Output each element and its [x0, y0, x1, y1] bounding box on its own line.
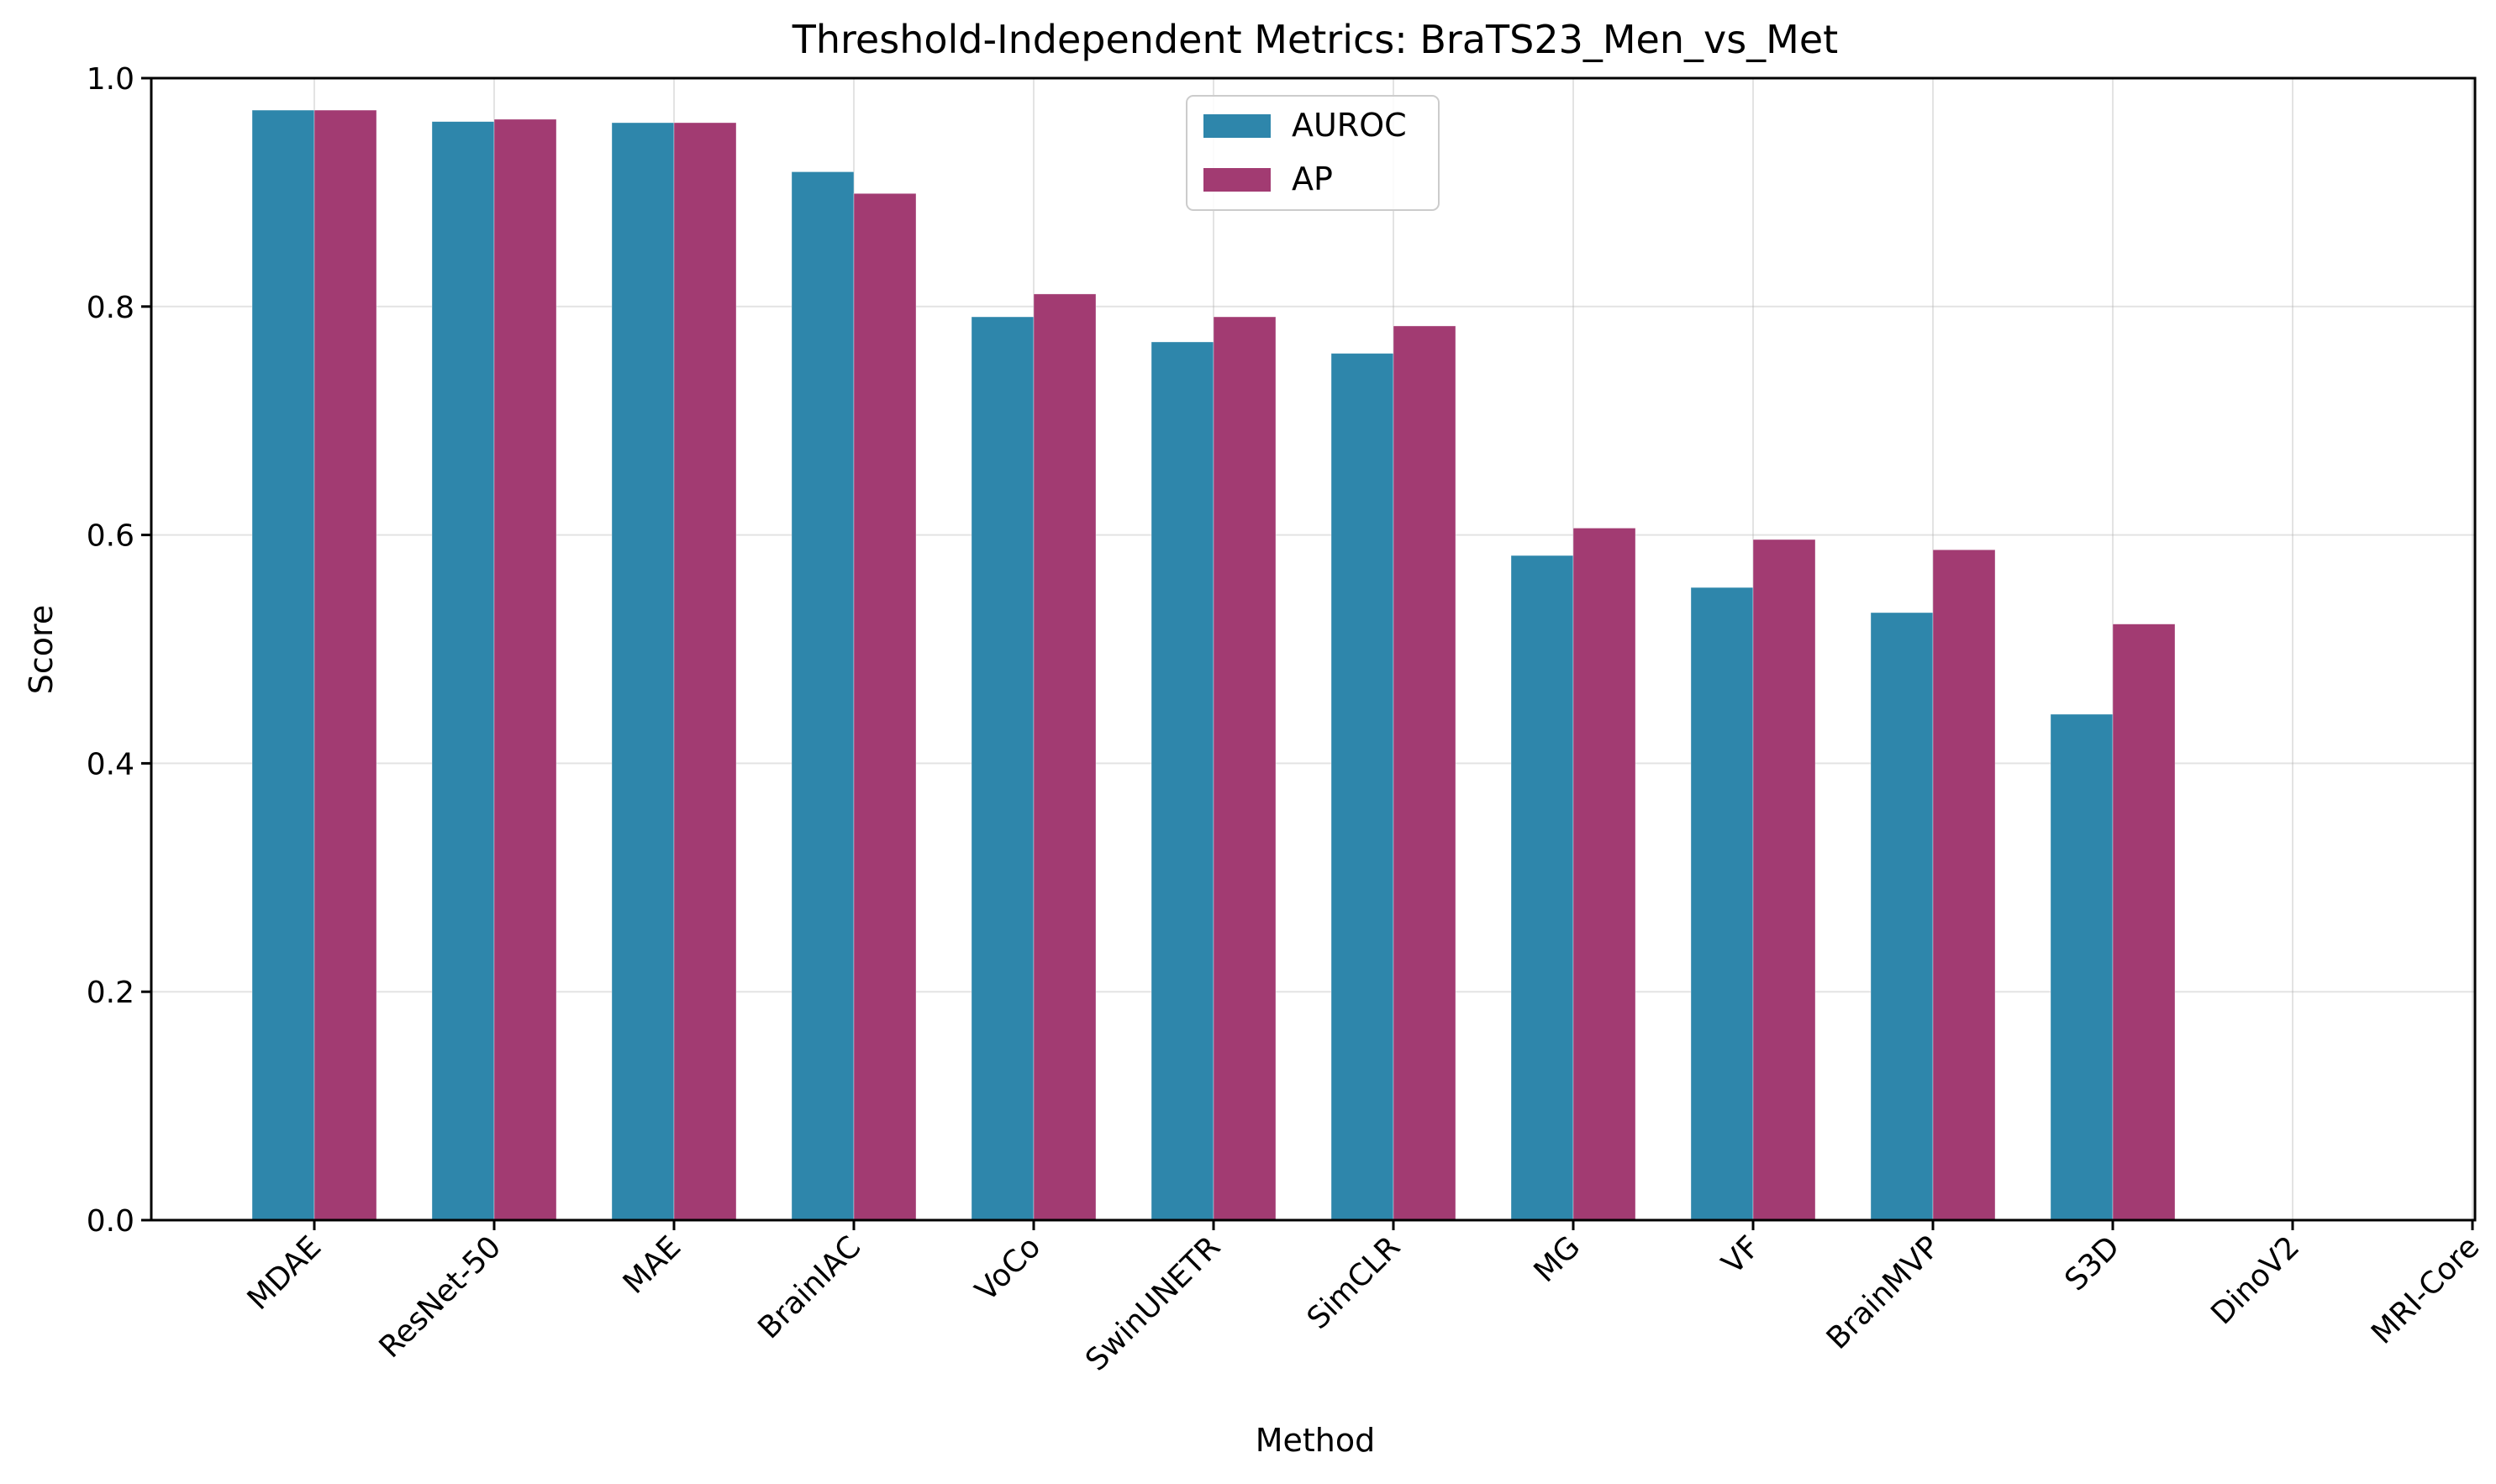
bar-auroc-resnet-50: [431, 121, 495, 1221]
bar-ap-brainmvp: [1932, 549, 1996, 1221]
x-tick-label: BrainIAC: [751, 1229, 867, 1345]
bar-auroc-brainmvp: [1870, 612, 1934, 1221]
bar-ap-mg: [1572, 528, 1636, 1221]
bar-ap-simclr: [1393, 325, 1456, 1221]
x-tick-label: BrainMVP: [1820, 1229, 1946, 1355]
x-tick-label: VoCo: [969, 1229, 1047, 1308]
bar-auroc-s3d: [2050, 713, 2114, 1221]
x-tick-label: DinoV2: [2204, 1229, 2306, 1331]
bar-auroc-mdae: [251, 109, 315, 1221]
bar-ap-s3d: [2112, 624, 2176, 1221]
x-tick-label: ResNet-50: [373, 1229, 508, 1365]
bar-auroc-mae: [611, 122, 675, 1221]
bar-ap-resnet-50: [493, 118, 557, 1221]
bar-ap-swinunetr: [1213, 316, 1277, 1221]
legend-swatch-ap: [1203, 168, 1271, 192]
y-tick-label: 0.6: [87, 519, 134, 554]
x-tick-label: S3D: [2058, 1229, 2126, 1297]
bars: [251, 109, 2176, 1221]
x-tick-label: MG: [1528, 1229, 1588, 1289]
bar-auroc-swinunetr: [1151, 341, 1214, 1221]
plot-frame: [150, 76, 2477, 1222]
y-tick-label: 0.0: [87, 1204, 134, 1239]
x-tick-label: SimCLR: [1301, 1229, 1408, 1336]
y-tick-label: 0.8: [87, 291, 134, 325]
x-tick-label: MAE: [617, 1229, 687, 1300]
x-tick-label: MRI-Core: [2365, 1229, 2486, 1350]
y-tick-label: 0.4: [87, 747, 134, 781]
legend-swatch-auroc: [1203, 114, 1271, 138]
x-axis-title: Method: [1256, 1422, 1376, 1459]
chart-title: Threshold-Independent Metrics: BraTS23_M…: [792, 17, 1838, 62]
bar-auroc-mg: [1510, 555, 1574, 1221]
bar-ap-voco: [1033, 293, 1097, 1221]
y-tick-label: 0.2: [87, 976, 134, 1010]
y-axis-title: Score: [23, 605, 60, 694]
legend-label-ap: AP: [1292, 161, 1333, 197]
x-tick-label: MDAE: [241, 1229, 329, 1317]
bar-auroc-simclr: [1330, 353, 1394, 1221]
x-tick-label: VF: [1715, 1229, 1767, 1281]
bar-auroc-vf: [1690, 587, 1754, 1221]
legend-label-auroc: AUROC: [1292, 107, 1407, 144]
x-tick-label: SwinUNETR: [1079, 1229, 1227, 1377]
bar-ap-mdae: [313, 109, 377, 1221]
bar-ap-mae: [673, 122, 737, 1221]
bar-ap-brainiac: [853, 192, 917, 1221]
bar-ap-vf: [1752, 539, 1816, 1221]
legend: AUROC AP: [1186, 95, 1440, 211]
bar-auroc-voco: [971, 316, 1035, 1221]
bar-auroc-brainiac: [791, 171, 855, 1221]
y-tick-label: 1.0: [87, 62, 134, 97]
